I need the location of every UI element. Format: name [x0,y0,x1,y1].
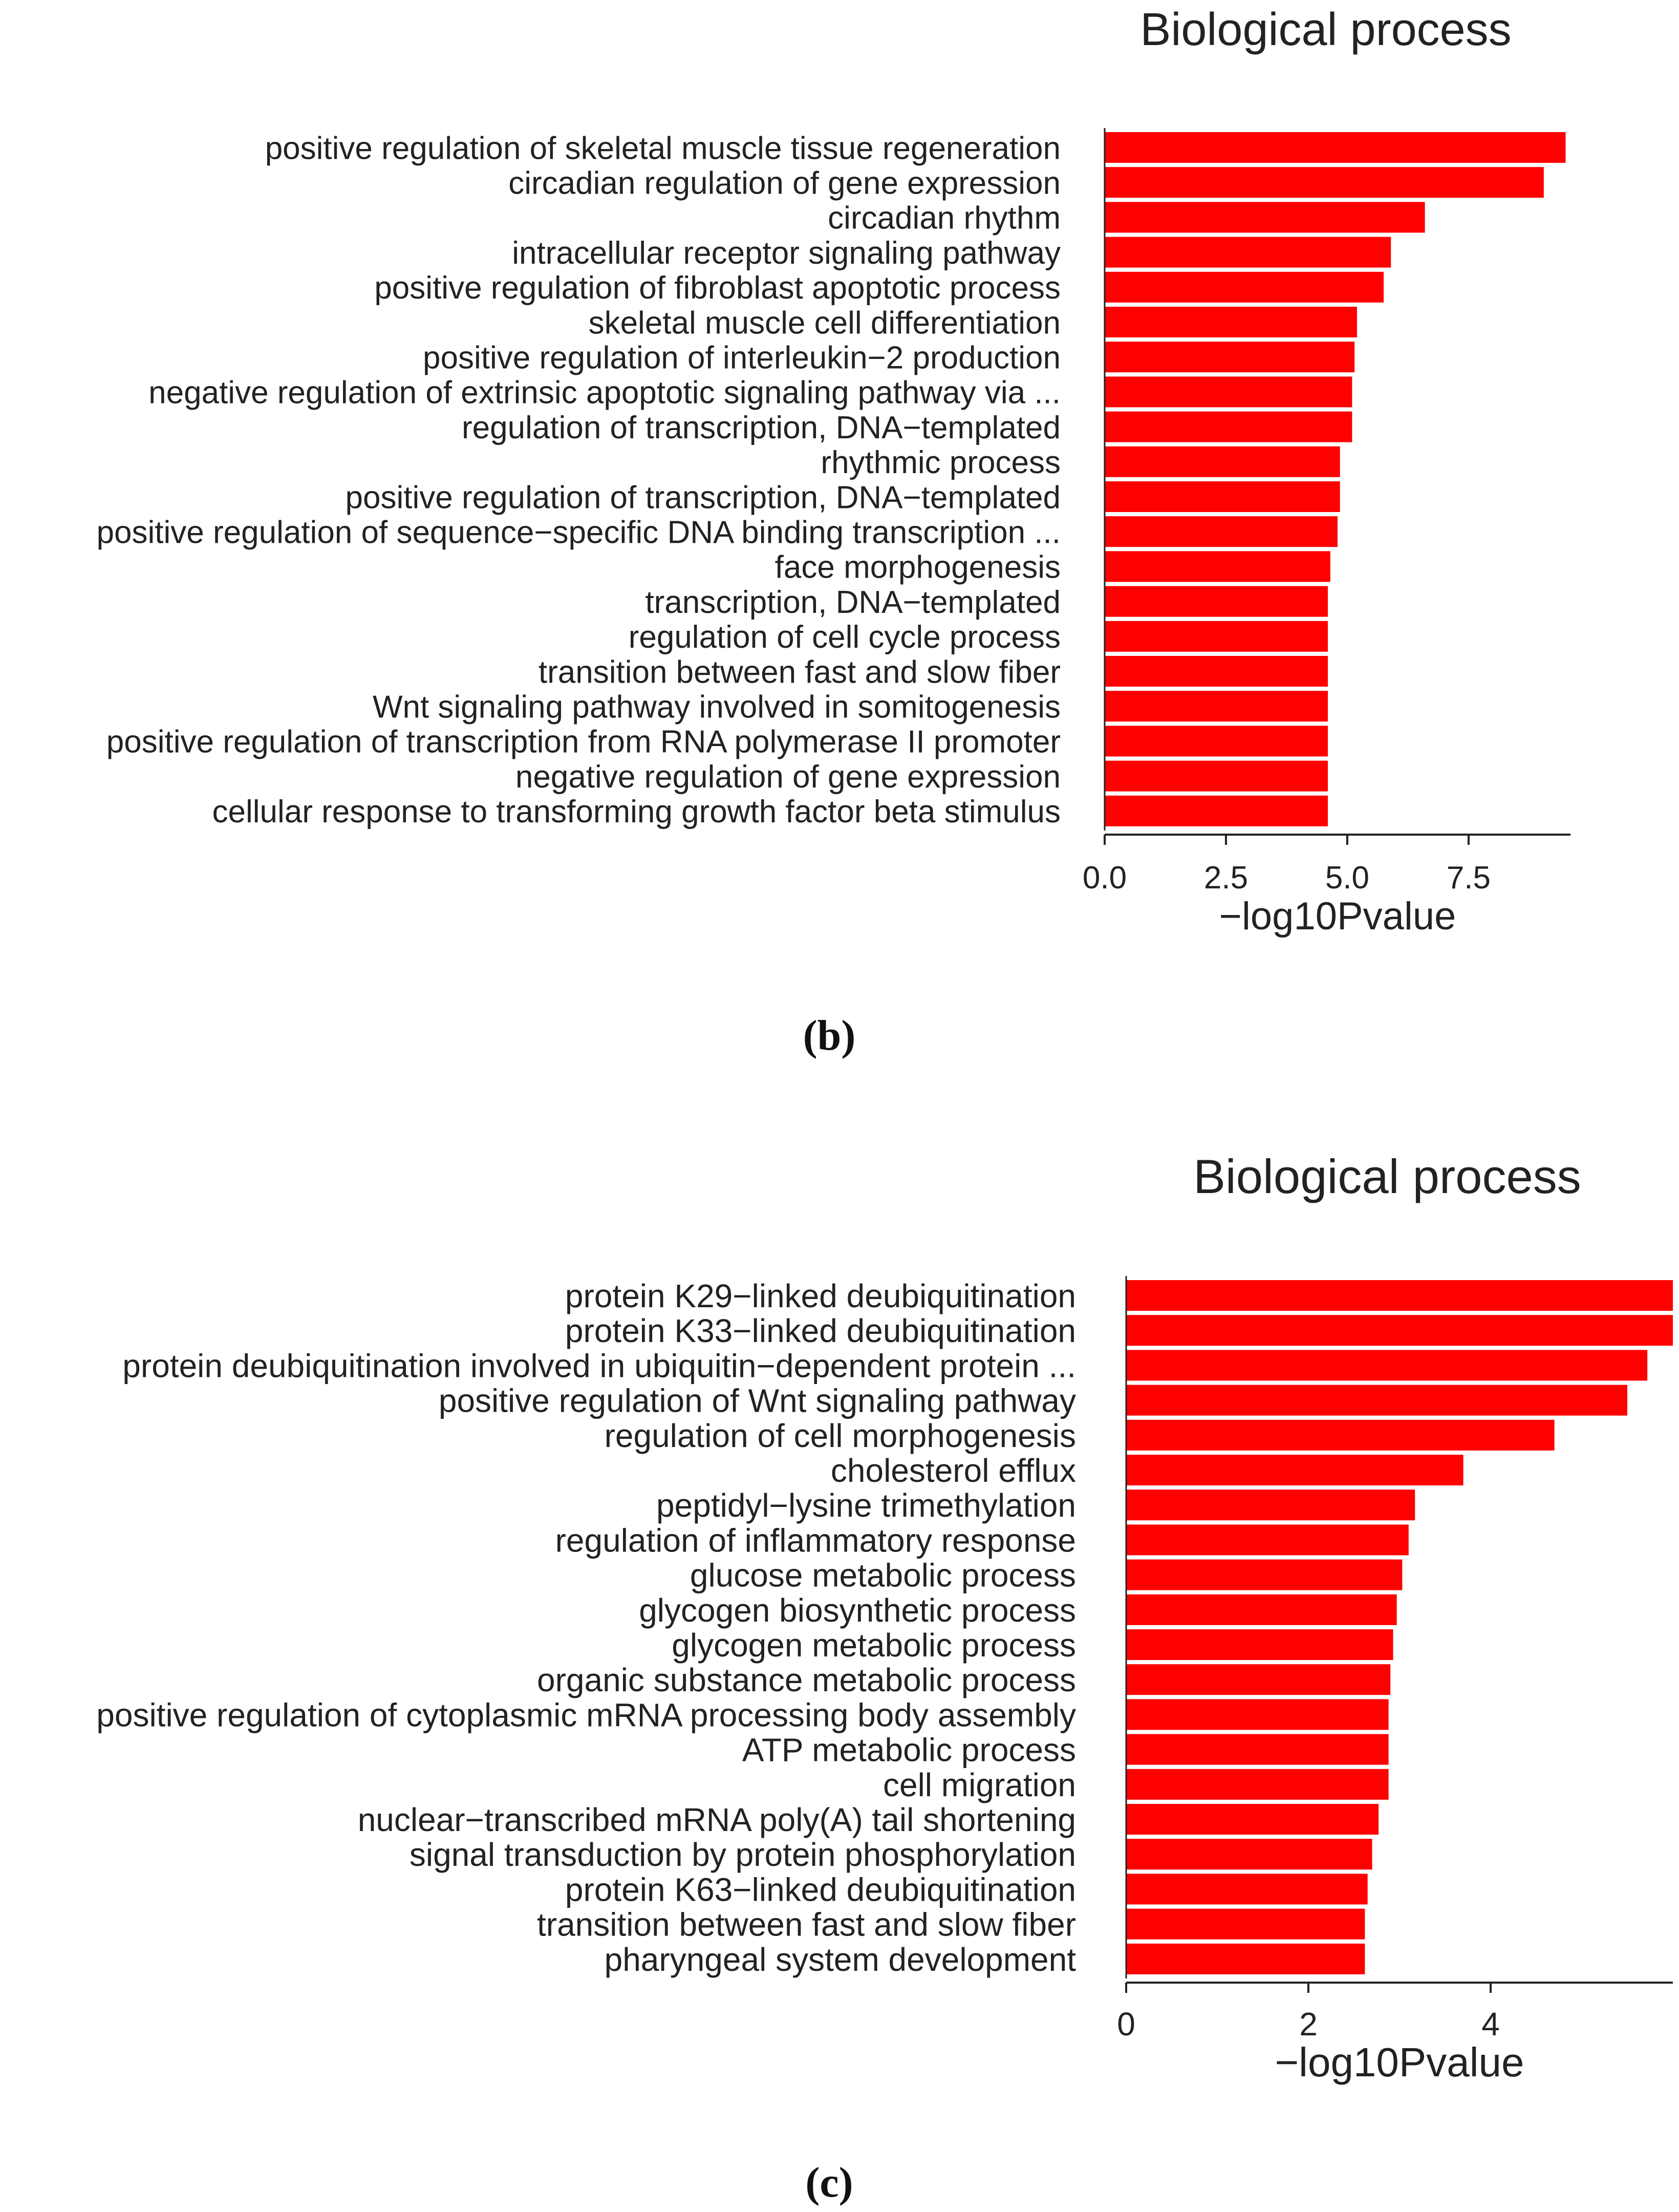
category-label: glycogen metabolic process [672,1627,1076,1664]
category-label: skeletal muscle cell differentiation [589,305,1061,341]
category-label: protein K33−linked deubiquitination [565,1312,1076,1349]
category-label: nuclear−transcribed mRNA poly(A) tail sh… [358,1801,1076,1838]
bar [1126,1769,1389,1800]
x-tick-label: 4 [1481,2006,1500,2043]
x-tick-label: 5.0 [1325,860,1369,896]
bar [1105,586,1328,617]
bar [1105,411,1352,442]
bar [1126,1664,1391,1695]
bar [1105,202,1425,233]
bar [1126,1943,1365,1974]
bar [1126,1350,1648,1381]
category-label: circadian rhythm [828,201,1061,236]
category-label: protein K29−linked deubiquitination [565,1278,1076,1314]
bar [1126,1699,1389,1730]
category-label: intracellular receptor signaling pathway [512,236,1061,271]
category-label: positive regulation of cytoplasmic mRNA … [96,1696,1076,1733]
bar [1105,516,1338,547]
bar [1105,726,1328,757]
x-tick-label: 2 [1299,2006,1318,2043]
bar [1105,551,1330,582]
bar [1105,167,1544,198]
chart-panel-b: Biological process positive regulation of… [97,4,1570,1059]
category-label: peptidyl−lysine trimethylation [656,1487,1076,1524]
category-label: positive regulation of sequence−specific… [97,515,1061,550]
category-label: transition between fast and slow fiber [539,654,1061,690]
category-label: negative regulation of gene expression [515,759,1061,795]
category-label: positive regulation of skeletal muscle t… [265,131,1061,166]
bar [1126,1490,1415,1521]
category-label: cellular response to transforming growth… [212,794,1061,830]
bar [1126,1315,1673,1346]
category-label: ATP metabolic process [742,1732,1076,1769]
category-label: Wnt signaling pathway involved in somito… [373,690,1061,725]
bar [1105,795,1328,826]
bar [1126,1559,1403,1590]
category-label: positive regulation of transcription, DN… [346,480,1061,515]
bar [1126,1594,1397,1625]
category-label: positive regulation of interleukin−2 pro… [423,341,1061,376]
panel-label: (b) [803,1012,856,1059]
bar [1126,1280,1673,1311]
category-label: protein deubiquitination involved in ubi… [122,1347,1076,1384]
category-label: transcription, DNA−templated [645,585,1061,620]
chart-panel-c: Biological process protein K29−linked deu… [96,1150,1673,2206]
bar [1126,1524,1409,1556]
bar [1126,1455,1463,1485]
x-tick-label: 7.5 [1447,860,1491,896]
bar [1126,1385,1627,1416]
bar [1126,1874,1368,1905]
category-label: organic substance metabolic process [537,1662,1076,1698]
bar [1126,1734,1389,1765]
bar [1105,621,1328,652]
category-label: cell migration [883,1767,1076,1803]
bar [1105,691,1328,722]
bar [1126,1839,1372,1870]
x-tick-label: 0 [1117,2006,1135,2043]
category-label: positive regulation of transcription fro… [106,725,1061,760]
category-label: positive regulation of Wnt signaling pat… [439,1382,1076,1419]
bar [1105,342,1355,373]
category-label: circadian regulation of gene expression [508,166,1061,201]
bar [1105,446,1340,477]
bar [1126,1629,1393,1660]
category-label: pharyngeal system development [605,1941,1077,1978]
bar [1105,307,1357,337]
x-axis-label: −log10Pvalue [1219,895,1456,938]
chart-title: Biological process [1193,1150,1581,1203]
category-label: rhythmic process [821,445,1061,480]
category-label: regulation of inflammatory response [555,1522,1076,1559]
category-label: positive regulation of fibroblast apopto… [374,270,1061,306]
bar [1105,760,1328,792]
category-label: regulation of cell morphogenesis [605,1417,1076,1454]
category-label: cholesterol efflux [831,1452,1076,1489]
category-label: face morphogenesis [775,550,1061,585]
bar [1105,237,1391,268]
category-label: glucose metabolic process [690,1557,1076,1594]
bar [1105,376,1352,408]
category-label: transition between fast and slow fiber [537,1906,1076,1943]
bar [1105,656,1328,687]
bar [1126,1908,1365,1940]
category-label: negative regulation of extrinsic apoptot… [148,375,1061,411]
panel-label: (c) [805,2159,853,2206]
category-label: glycogen biosynthetic process [639,1592,1076,1629]
chart-title: Biological process [1140,4,1511,55]
x-axis-label: −log10Pvalue [1275,2039,1524,2085]
bar [1126,1419,1555,1451]
bar [1105,481,1340,512]
category-label: protein K63−linked deubiquitination [565,1871,1076,1908]
bar [1105,132,1566,163]
category-label: signal transduction by protein phosphory… [410,1836,1076,1873]
x-tick-label: 2.5 [1204,860,1248,896]
category-label: regulation of transcription, DNA−templat… [462,410,1061,445]
category-label: regulation of cell cycle process [629,620,1061,655]
bar [1105,271,1384,303]
bar [1126,1804,1379,1835]
x-tick-label: 0.0 [1083,860,1127,896]
